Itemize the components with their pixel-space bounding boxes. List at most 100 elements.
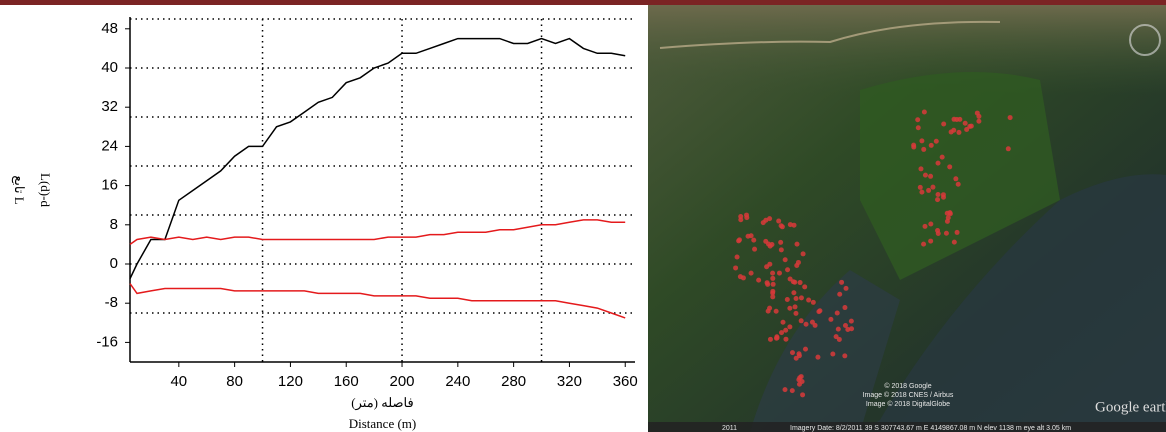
map-point xyxy=(765,281,771,287)
y-tick-label: 8 xyxy=(110,216,118,233)
map-point xyxy=(845,327,851,333)
map-point xyxy=(740,275,746,281)
map-status: Imagery Date: 8/2/2011 39 S 307743.67 m … xyxy=(790,425,1071,432)
map-point xyxy=(767,216,773,222)
map-point xyxy=(787,324,793,330)
map-point xyxy=(815,354,821,360)
map-point xyxy=(789,350,795,356)
map-point xyxy=(951,239,957,245)
map-point xyxy=(939,154,945,160)
x-tick-label: 80 xyxy=(226,373,243,390)
map-point xyxy=(941,121,947,127)
map-point xyxy=(767,336,773,342)
map-point xyxy=(791,222,797,228)
map-dark-forest xyxy=(860,174,1166,432)
map-logo: Google earth xyxy=(1095,399,1166,415)
map-point xyxy=(968,123,974,129)
map-point xyxy=(803,321,809,327)
map-point xyxy=(793,310,799,316)
map-point xyxy=(930,184,936,190)
map-point xyxy=(928,173,934,179)
map-point xyxy=(770,288,776,294)
map-point xyxy=(943,230,949,236)
map-point xyxy=(770,281,776,287)
map-point xyxy=(833,334,839,340)
x-axis-label: Distance (m) xyxy=(349,416,417,431)
map-point xyxy=(779,330,785,336)
map-point xyxy=(1005,146,1011,152)
map-point xyxy=(787,305,793,311)
map-point xyxy=(793,355,799,361)
map-point xyxy=(810,299,816,305)
map-point xyxy=(798,295,804,301)
map-point xyxy=(976,118,982,124)
map-point xyxy=(843,285,849,291)
map-point xyxy=(911,144,917,150)
map-dark-forest xyxy=(750,270,900,432)
map-point xyxy=(1007,115,1013,121)
map-point xyxy=(744,212,750,218)
map-point xyxy=(797,280,803,286)
map-point xyxy=(940,194,946,200)
data-line xyxy=(129,37,626,280)
map-point xyxy=(793,296,799,302)
map-point xyxy=(837,291,843,297)
map-point xyxy=(770,275,776,281)
map-point xyxy=(799,378,805,384)
map-point xyxy=(945,215,951,221)
map-year: 2011 xyxy=(722,425,737,432)
map-point xyxy=(776,218,782,224)
map-point xyxy=(849,326,855,332)
map-point xyxy=(947,164,953,170)
map-point xyxy=(752,246,758,252)
map-point xyxy=(954,116,960,122)
map-point xyxy=(928,142,934,148)
map-point xyxy=(921,241,927,247)
map-point xyxy=(839,279,845,285)
map-point xyxy=(770,294,776,300)
map-point xyxy=(800,251,806,257)
map-point xyxy=(935,231,941,237)
y-tick-label: 48 xyxy=(101,20,118,37)
map-point xyxy=(767,305,773,311)
map-point xyxy=(794,241,800,247)
map-point xyxy=(734,254,740,260)
map-point xyxy=(922,172,928,178)
map-point xyxy=(976,113,982,119)
map-point xyxy=(921,109,927,115)
map-point xyxy=(797,375,803,381)
map-point xyxy=(782,257,788,263)
map-point xyxy=(763,238,769,244)
map-point xyxy=(935,160,941,166)
map-point xyxy=(947,210,953,216)
map-point xyxy=(783,336,789,342)
map-point xyxy=(817,308,823,314)
map-point xyxy=(789,388,795,394)
map-point xyxy=(956,129,962,135)
x-tick-label: 280 xyxy=(501,373,526,390)
map-point xyxy=(922,223,928,229)
map-point xyxy=(935,192,941,198)
map-point xyxy=(917,184,923,190)
top-bar xyxy=(0,0,1166,5)
y-axis-label: تابع L xyxy=(11,175,27,204)
map-point xyxy=(736,238,742,244)
map-point xyxy=(848,318,854,324)
map-point xyxy=(842,353,848,359)
map-point xyxy=(792,279,798,285)
map-point xyxy=(784,296,790,302)
map-point xyxy=(809,319,815,325)
map-point xyxy=(842,322,848,328)
map-point xyxy=(921,146,927,152)
map-road xyxy=(659,20,1001,49)
map-point xyxy=(962,120,968,126)
map-point xyxy=(915,117,921,123)
x-tick-label: 360 xyxy=(613,373,638,390)
map-copyright: © 2018 Google xyxy=(884,382,931,390)
map-point xyxy=(926,187,932,193)
map-point xyxy=(842,305,848,311)
map-point xyxy=(802,284,808,290)
map-point xyxy=(767,261,773,267)
y-axis-label: L(d)-d xyxy=(38,173,53,207)
